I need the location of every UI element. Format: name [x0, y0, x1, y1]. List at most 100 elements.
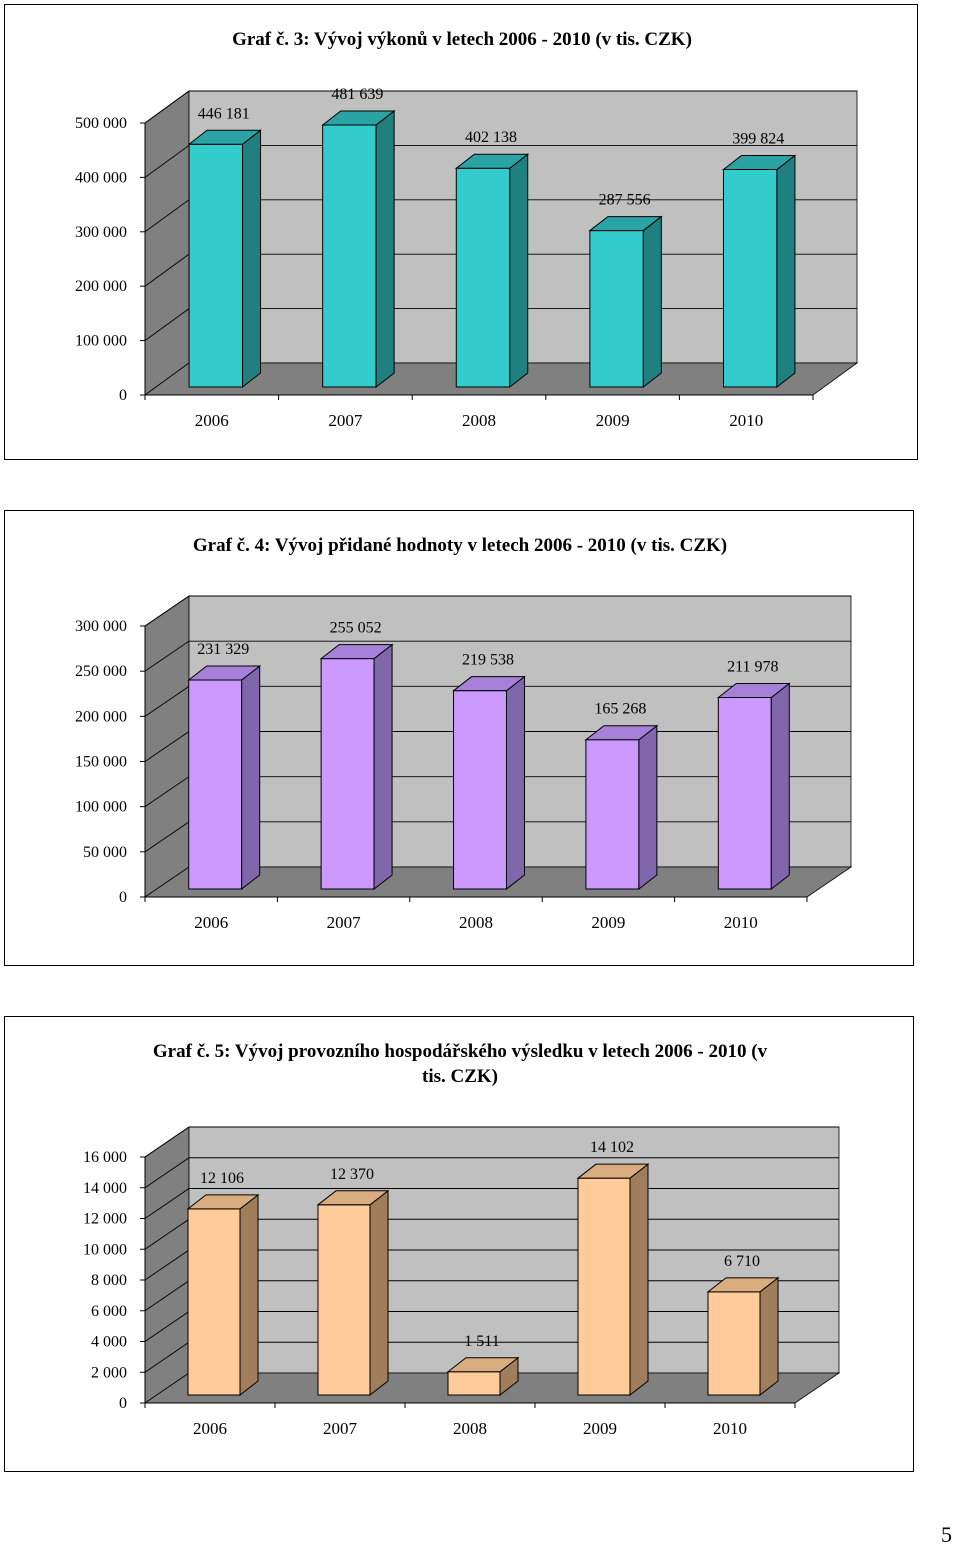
x-tick-label: 2006 [193, 1419, 227, 1438]
data-label: 165 268 [594, 701, 646, 718]
data-label: 219 538 [462, 652, 514, 669]
data-label: 231 329 [197, 641, 249, 658]
y-tick-label: 200 000 [75, 278, 127, 295]
chart-title: Graf č. 4: Vývoj přidané hodnoty v letec… [193, 535, 727, 556]
bar-side [242, 129, 262, 389]
chart-vykony-svg: Graf č. 3: Vývoj výkonů v letech 2006 - … [75, 29, 859, 430]
bar-top [576, 1163, 650, 1179]
y-tick-label: 150 000 [75, 754, 127, 771]
data-label: 481 639 [331, 86, 383, 103]
data-label: 255 052 [330, 620, 382, 637]
y-tick-label: 12 000 [83, 1211, 127, 1228]
bar-top [187, 665, 262, 681]
y-tick-label: 500 000 [75, 115, 127, 132]
y-tick-label: 16 000 [83, 1149, 127, 1166]
data-label: 14 102 [590, 1139, 634, 1156]
x-tick-label: 2008 [459, 913, 493, 932]
x-tick-label: 2007 [328, 411, 363, 430]
bar-side [770, 682, 790, 891]
y-tick-label: 4 000 [91, 1334, 127, 1351]
chart-title: tis. CZK) [422, 1066, 498, 1087]
x-tick-label: 2007 [327, 913, 362, 932]
gridline [144, 640, 851, 672]
y-tick-label: 300 000 [75, 618, 127, 635]
data-label: 1 511 [464, 1333, 499, 1350]
bar-2009 [585, 739, 640, 890]
y-tick-label: 100 000 [75, 333, 127, 350]
x-tick-label: 2006 [195, 411, 229, 430]
gridline [144, 595, 851, 627]
bar-2006 [187, 1208, 241, 1396]
y-tick-label: 0 [119, 1395, 127, 1412]
x-tick-label: 2009 [583, 1419, 617, 1438]
bar-2008 [447, 1371, 501, 1396]
bar-side [505, 675, 525, 891]
data-label: 211 978 [727, 659, 778, 676]
y-tick-label: 8 000 [91, 1272, 127, 1289]
bar-2009 [589, 230, 644, 388]
bar-top [316, 1190, 390, 1206]
x-tick-label: 2009 [591, 913, 625, 932]
chart-hospodarsky-vysledek: Graf č. 5: Vývoj provozního hospodářskéh… [4, 1016, 914, 1472]
bar-side [629, 1163, 649, 1397]
bar-top [454, 153, 530, 169]
bar-top [716, 683, 791, 699]
x-tick-label: 2008 [453, 1419, 487, 1438]
chart-title: Graf č. 3: Vývoj výkonů v letech 2006 - … [232, 29, 692, 50]
bar-top [452, 676, 526, 692]
bar-top [187, 129, 262, 145]
data-label: 12 106 [200, 1170, 244, 1187]
gridline [144, 1126, 839, 1158]
side-wall [144, 90, 190, 396]
bar-side [638, 724, 658, 891]
y-tick-label: 0 [119, 889, 127, 906]
y-tick-label: 14 000 [83, 1180, 127, 1197]
gridline [144, 90, 857, 124]
x-tick-label: 2006 [194, 913, 228, 932]
bar-2007 [320, 658, 375, 890]
y-tick-label: 250 000 [75, 663, 127, 680]
bar-top [319, 644, 394, 660]
gridline [144, 1157, 839, 1189]
y-tick-label: 50 000 [83, 844, 127, 861]
x-tick-label: 2009 [596, 411, 630, 430]
bar-side [375, 109, 395, 389]
x-tick-label: 2007 [323, 1419, 358, 1438]
chart-vykony: Graf č. 3: Vývoj výkonů v letech 2006 - … [4, 4, 918, 460]
bar-side [509, 153, 529, 389]
bar-top [321, 110, 396, 126]
chart-title: Graf č. 5: Vývoj provozního hospodářskéh… [153, 1041, 768, 1062]
y-tick-label: 200 000 [75, 708, 127, 725]
bar-2008 [453, 690, 507, 890]
bar-top [706, 1277, 780, 1293]
data-label: 446 181 [198, 105, 250, 122]
bar-top [186, 1194, 260, 1210]
chart-pridana-hodnota: Graf č. 4: Vývoj přidané hodnoty v letec… [4, 510, 914, 966]
bar-2006 [188, 143, 244, 388]
bar-side [776, 154, 796, 389]
data-label: 12 370 [330, 1166, 374, 1183]
y-tick-label: 400 000 [75, 169, 127, 186]
bar-2010 [722, 168, 778, 388]
bar-top [722, 154, 797, 170]
bar-side [642, 215, 662, 389]
bar-2010 [707, 1291, 761, 1396]
bar-2010 [717, 697, 772, 890]
bar-top [584, 725, 659, 741]
chart-hospodarsky-vysledek-svg: Graf č. 5: Vývoj provozního hospodářskéh… [83, 1041, 841, 1438]
data-label: 287 556 [599, 192, 651, 209]
bar-side [369, 1189, 389, 1397]
chart-pridana-hodnota-svg: Graf č. 4: Vývoj přidané hodnoty v letec… [75, 535, 853, 932]
y-tick-label: 6 000 [91, 1303, 127, 1320]
data-label: 6 710 [724, 1253, 760, 1270]
y-tick-label: 100 000 [75, 799, 127, 816]
y-tick-label: 10 000 [83, 1241, 127, 1258]
bar-side [239, 1193, 259, 1397]
data-label: 399 824 [732, 130, 784, 147]
bar-2009 [577, 1177, 631, 1396]
bar-2007 [317, 1204, 371, 1396]
x-tick-label: 2010 [724, 913, 758, 932]
bar-top [588, 216, 663, 232]
y-tick-label: 2 000 [91, 1364, 127, 1381]
page-number: 5 [941, 1522, 952, 1547]
